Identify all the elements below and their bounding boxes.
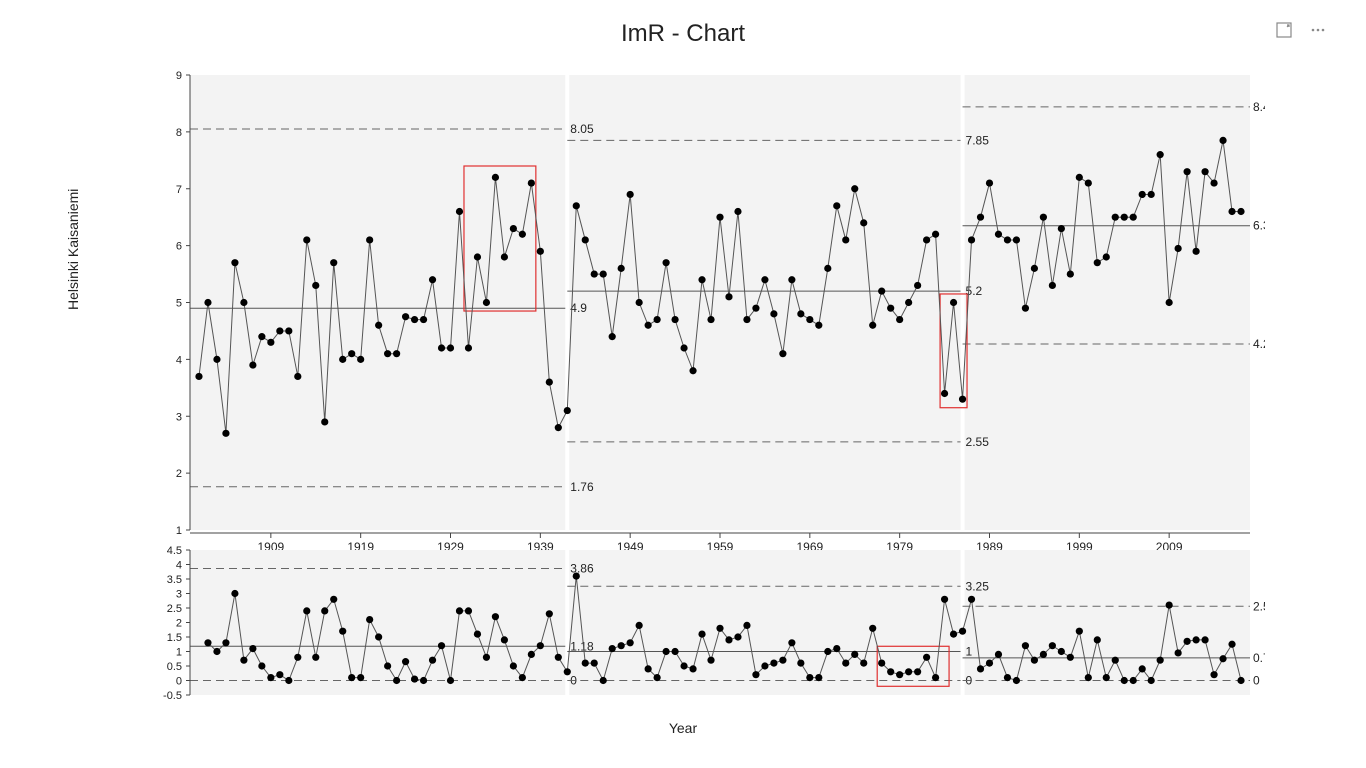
svg-text:4.27: 4.27 xyxy=(1253,337,1265,351)
svg-text:4.5: 4.5 xyxy=(167,545,182,557)
svg-text:4: 4 xyxy=(176,354,182,366)
svg-text:1.76: 1.76 xyxy=(570,480,594,494)
svg-text:2: 2 xyxy=(176,468,182,480)
svg-text:3.5: 3.5 xyxy=(167,574,182,586)
svg-text:3.25: 3.25 xyxy=(966,579,990,593)
svg-text:1: 1 xyxy=(966,645,973,659)
svg-text:7: 7 xyxy=(176,184,182,196)
svg-text:8: 8 xyxy=(176,127,182,139)
svg-text:1: 1 xyxy=(176,525,182,537)
svg-text:9: 9 xyxy=(176,70,182,82)
svg-text:3: 3 xyxy=(176,589,182,601)
svg-text:1.5: 1.5 xyxy=(167,632,182,644)
chart-title: ImR - Chart xyxy=(0,20,1366,48)
svg-text:6: 6 xyxy=(176,241,182,253)
svg-text:4.9: 4.9 xyxy=(570,301,587,315)
svg-text:8.44: 8.44 xyxy=(1253,100,1265,114)
svg-text:0: 0 xyxy=(1253,674,1260,688)
y-axis-label: Helsinki Kaisaniemi xyxy=(65,189,81,310)
svg-text:2: 2 xyxy=(176,618,182,630)
svg-text:-0.5: -0.5 xyxy=(163,690,182,700)
svg-text:2.56: 2.56 xyxy=(1253,599,1265,613)
svg-text:2.5: 2.5 xyxy=(167,603,182,615)
svg-text:8.05: 8.05 xyxy=(570,122,594,136)
svg-text:6.35: 6.35 xyxy=(1253,219,1265,233)
svg-text:0.5: 0.5 xyxy=(167,661,182,673)
svg-text:3: 3 xyxy=(176,411,182,423)
x-axis-label: Year xyxy=(0,720,1366,736)
svg-text:7.85: 7.85 xyxy=(966,133,990,147)
more-options-icon[interactable] xyxy=(1310,22,1326,38)
svg-text:4: 4 xyxy=(176,560,182,572)
svg-text:5: 5 xyxy=(176,298,182,310)
focus-mode-icon[interactable] xyxy=(1276,22,1292,38)
imr-chart: 8.054.91.767.855.22.558.446.354.27123456… xyxy=(115,70,1265,705)
svg-text:1: 1 xyxy=(176,647,182,659)
svg-text:0: 0 xyxy=(176,676,182,688)
svg-text:0.78: 0.78 xyxy=(1253,651,1265,665)
svg-text:2.55: 2.55 xyxy=(966,435,990,449)
